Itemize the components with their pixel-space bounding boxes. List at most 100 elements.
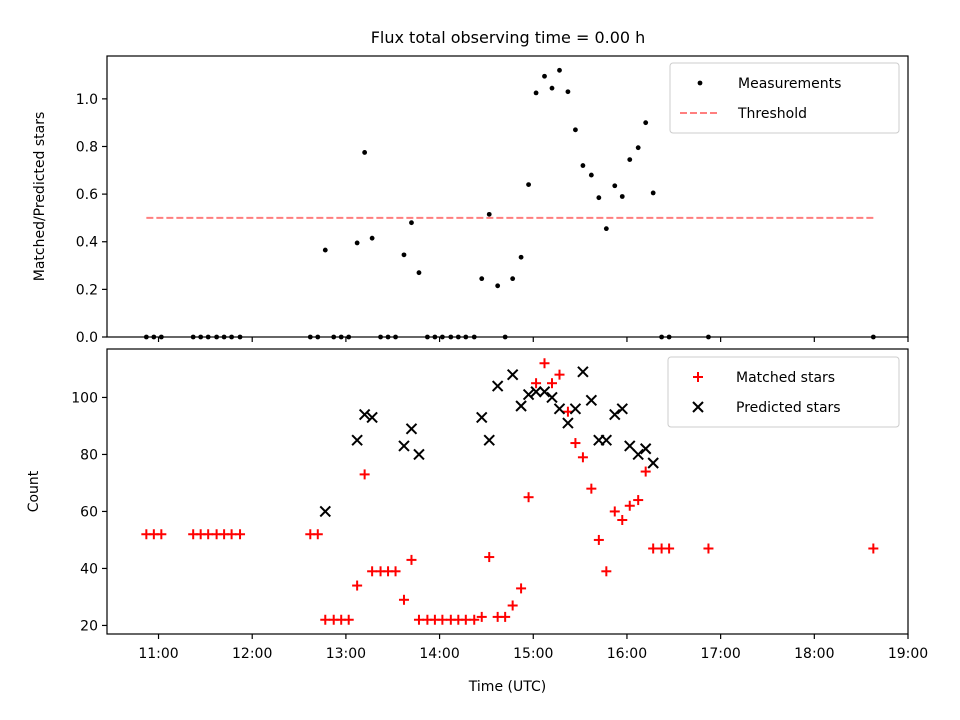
data-point	[359, 469, 370, 480]
data-point	[530, 386, 542, 398]
data-point-b	[577, 366, 589, 378]
data-point	[319, 505, 331, 518]
data-point	[518, 254, 524, 260]
legend-box	[667, 356, 900, 428]
data-point	[469, 614, 480, 625]
data-point	[577, 366, 589, 378]
data-point	[648, 543, 659, 554]
data-point-b	[530, 386, 542, 398]
y-tick-label: 80	[80, 447, 98, 463]
data-point	[516, 583, 527, 594]
data-point	[609, 506, 620, 517]
data-point	[156, 529, 167, 540]
data-point	[506, 368, 519, 381]
data-point	[367, 566, 378, 577]
data-point-b	[569, 403, 582, 415]
data-point	[479, 276, 485, 282]
y-tick-label: 0.6	[76, 187, 98, 203]
data-point	[603, 226, 609, 232]
data-point	[413, 614, 424, 625]
data-point	[322, 247, 328, 253]
data-point	[549, 85, 555, 91]
data-point	[547, 378, 557, 389]
data-point	[557, 67, 562, 73]
data-point	[460, 614, 471, 625]
data-point	[491, 380, 504, 392]
legend: Matched stars Predicted stars	[667, 356, 900, 428]
x-tick-label: 19:00	[888, 646, 928, 662]
data-point	[409, 220, 414, 226]
x-tick-label: 16:00	[607, 646, 647, 662]
top-panel-ratio: 0.0 0.2 0.4 0.6 0.8 1.0 Matched/Predicted star…	[32, 55, 909, 346]
data-point	[633, 495, 644, 506]
data-point	[476, 611, 487, 622]
x-tick-label: 11:00	[138, 646, 178, 662]
data-point-b	[522, 388, 535, 401]
data-point	[647, 457, 659, 469]
data-point	[868, 543, 879, 554]
y-tick-label: 0.4	[76, 235, 98, 251]
data-point-b	[366, 411, 378, 424]
data-point	[640, 466, 651, 477]
y-tick-label: 20	[80, 618, 98, 634]
data-point	[639, 443, 652, 455]
data-point-b	[585, 394, 598, 407]
legend: Measurements Threshold	[669, 62, 900, 134]
data-point	[562, 417, 574, 429]
data-point	[523, 492, 534, 503]
data-point-b	[476, 411, 488, 424]
data-point	[362, 150, 368, 155]
data-point-b	[506, 368, 519, 381]
data-point	[593, 534, 604, 545]
data-point-b	[616, 403, 628, 415]
data-point	[495, 283, 501, 289]
data-point-b	[398, 440, 410, 452]
data-point	[609, 408, 621, 421]
data-point	[570, 438, 581, 449]
data-point-b	[632, 448, 644, 461]
data-point-b	[319, 505, 331, 518]
data-point	[585, 394, 598, 407]
data-point-b	[483, 434, 495, 446]
data-point	[539, 358, 550, 369]
data-point	[565, 89, 571, 95]
data-point	[650, 190, 656, 196]
x-tick-label: 14:00	[419, 646, 459, 662]
data-point	[627, 157, 633, 162]
data-point	[401, 252, 407, 258]
data-point	[617, 515, 628, 525]
data-point	[406, 554, 417, 565]
y-axis-label: Count	[26, 470, 42, 512]
y-tick-label: 1.0	[76, 92, 98, 108]
x-tick-label: 12:00	[232, 646, 272, 662]
legend-marker	[693, 372, 703, 382]
y-tick-label: 0.8	[76, 139, 98, 155]
data-point	[226, 529, 237, 540]
data-point-b	[562, 417, 574, 429]
y-tick-label: 100	[71, 390, 98, 406]
data-point	[405, 423, 418, 435]
data-point	[588, 172, 594, 178]
chart-title: Flux total observing time = 0.00 h	[371, 28, 646, 47]
data-point	[703, 543, 714, 554]
data-point-b	[639, 443, 652, 455]
data-point	[398, 594, 409, 605]
data-point	[390, 566, 401, 577]
y-tick-label: 0.0	[76, 330, 98, 346]
data-point-b	[515, 400, 527, 412]
data-point-b	[624, 440, 636, 452]
data-point	[601, 566, 612, 577]
legend-marker	[692, 401, 704, 413]
data-point	[586, 483, 597, 494]
data-point	[437, 614, 448, 625]
data-point	[624, 440, 636, 452]
y-tick-label: 0.2	[76, 282, 98, 298]
data-point-b	[609, 408, 621, 421]
data-point	[413, 448, 425, 461]
data-point	[569, 403, 582, 415]
data-point	[596, 195, 602, 201]
data-point-b	[351, 434, 363, 446]
data-point	[546, 391, 558, 404]
data-point-b	[553, 403, 566, 415]
data-point	[398, 440, 410, 452]
